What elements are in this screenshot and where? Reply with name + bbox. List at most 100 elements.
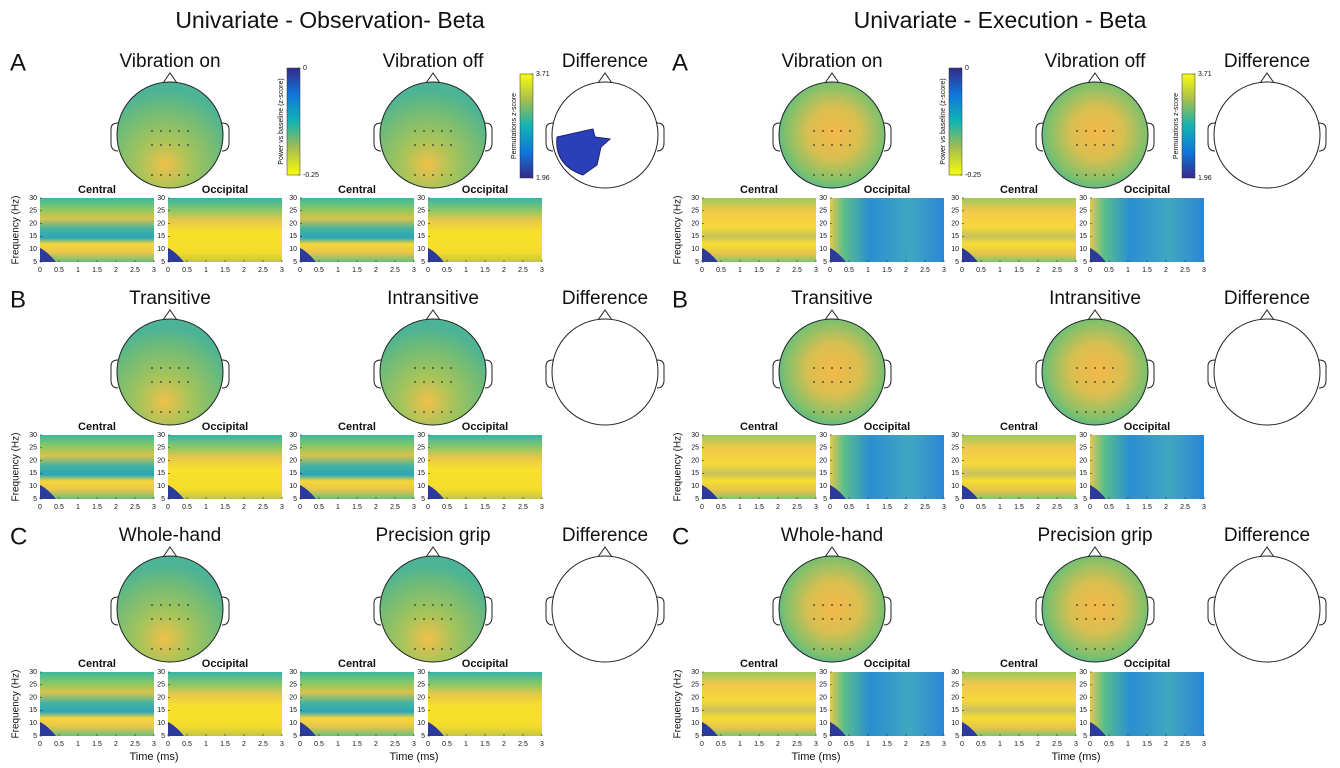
x-tick-label: 0.5 bbox=[314, 504, 324, 511]
electrode bbox=[813, 144, 815, 146]
electrode bbox=[849, 367, 851, 369]
panel-title: Univariate - Observation- Beta bbox=[175, 7, 485, 33]
condition-title: Intransitive bbox=[387, 288, 479, 309]
x-tick-label: 2 bbox=[114, 504, 118, 511]
electrode bbox=[169, 604, 171, 606]
scalp bbox=[117, 82, 223, 188]
y-tick-label: 10 bbox=[29, 483, 37, 490]
y-tick-label: 25 bbox=[417, 445, 425, 452]
head-map bbox=[546, 547, 664, 662]
electrode bbox=[432, 648, 434, 650]
x-tick-label: 2.5 bbox=[390, 741, 400, 748]
row-letter: B bbox=[672, 286, 688, 313]
x-tick-label: 0.5 bbox=[716, 504, 726, 511]
x-tick-label: 1 bbox=[998, 267, 1002, 274]
head-map bbox=[1036, 310, 1154, 425]
electrode bbox=[1085, 130, 1087, 132]
x-tick-label: 1.5 bbox=[220, 741, 230, 748]
y-tick-label: 30 bbox=[289, 432, 297, 439]
y-tick-label: 20 bbox=[29, 220, 37, 227]
x-tick-label: 0.5 bbox=[54, 504, 64, 511]
time-frequency-map bbox=[1090, 435, 1204, 499]
x-tick-label: 2 bbox=[374, 741, 378, 748]
electrode bbox=[151, 381, 153, 383]
x-tick-label: 1 bbox=[464, 267, 468, 274]
x-tick-label: 0.5 bbox=[844, 504, 854, 511]
electrode bbox=[1085, 367, 1087, 369]
y-tick-label: 30 bbox=[29, 432, 37, 439]
x-tick-label: 0.5 bbox=[1104, 267, 1114, 274]
electrode bbox=[423, 174, 425, 176]
condition-title: Vibration on bbox=[119, 51, 220, 72]
region-label: Occipital bbox=[1124, 658, 1170, 670]
x-tick-label: 1 bbox=[1126, 504, 1130, 511]
y-tick-label: 15 bbox=[691, 470, 699, 477]
row-letter: A bbox=[10, 49, 26, 76]
electrode bbox=[849, 648, 851, 650]
electrode bbox=[178, 144, 180, 146]
x-tick-label: 3 bbox=[412, 504, 416, 511]
x-tick-label: 2.5 bbox=[1052, 504, 1062, 511]
x-tick-label: 2 bbox=[904, 267, 908, 274]
electrode bbox=[151, 604, 153, 606]
x-tick-label: 3 bbox=[814, 267, 818, 274]
electrode bbox=[414, 174, 416, 176]
electrode bbox=[813, 174, 815, 176]
x-tick-label: 1.5 bbox=[92, 267, 102, 274]
head-map bbox=[773, 310, 891, 425]
region-label: Central bbox=[740, 421, 778, 433]
x-tick-label: 1.5 bbox=[1142, 267, 1152, 274]
electrode bbox=[1103, 144, 1105, 146]
time-frequency-map bbox=[702, 672, 816, 736]
electrode bbox=[178, 604, 180, 606]
y-tick-label: 30 bbox=[691, 432, 699, 439]
y-tick-label: 30 bbox=[819, 669, 827, 676]
y-tick-label: 25 bbox=[819, 445, 827, 452]
electrode bbox=[813, 604, 815, 606]
electrode bbox=[849, 144, 851, 146]
x-tick-label: 2.5 bbox=[1052, 741, 1062, 748]
region-label: Occipital bbox=[202, 184, 248, 196]
x-axis-label: Time (ms) bbox=[791, 751, 840, 763]
condition-title: Whole-hand bbox=[781, 525, 883, 546]
time-frequency-map bbox=[1090, 672, 1204, 736]
y-tick-label: 20 bbox=[289, 694, 297, 701]
electrode bbox=[849, 618, 851, 620]
time-frequency-map bbox=[428, 198, 542, 262]
colorbar-tick-label: 1.96 bbox=[1198, 175, 1212, 182]
y-tick-label: 5 bbox=[33, 496, 37, 503]
y-tick-label: 25 bbox=[691, 445, 699, 452]
electrode bbox=[423, 604, 425, 606]
x-tick-label: 1.5 bbox=[220, 267, 230, 274]
colorbar-tick-label: -0.25 bbox=[965, 172, 981, 179]
electrode bbox=[1103, 411, 1105, 413]
scalp bbox=[380, 319, 486, 425]
electrode bbox=[160, 618, 162, 620]
x-tick-label: 1 bbox=[336, 267, 340, 274]
electrode bbox=[1085, 604, 1087, 606]
x-tick-label: 1.5 bbox=[882, 267, 892, 274]
x-tick-label: 1.5 bbox=[1142, 504, 1152, 511]
electrode bbox=[187, 381, 189, 383]
electrode bbox=[414, 144, 416, 146]
head-map bbox=[111, 73, 229, 188]
y-tick-label: 10 bbox=[417, 246, 425, 253]
x-tick-label: 2.5 bbox=[920, 741, 930, 748]
time-frequency-map bbox=[830, 198, 944, 262]
x-tick-label: 0.5 bbox=[314, 267, 324, 274]
electrode bbox=[441, 367, 443, 369]
colorbar-tick-label: -0.25 bbox=[303, 172, 319, 179]
condition-title: Transitive bbox=[129, 288, 211, 309]
time-frequency-map bbox=[702, 435, 816, 499]
x-tick-label: 1.5 bbox=[92, 504, 102, 511]
electrode bbox=[1094, 144, 1096, 146]
head-map bbox=[374, 547, 492, 662]
x-tick-label: 2 bbox=[776, 741, 780, 748]
y-axis-label: Frequency (Hz) bbox=[673, 433, 684, 502]
electrode bbox=[849, 174, 851, 176]
y-tick-label: 30 bbox=[1079, 669, 1087, 676]
y-tick-label: 15 bbox=[157, 233, 165, 240]
x-tick-label: 1 bbox=[998, 741, 1002, 748]
y-tick-label: 5 bbox=[33, 733, 37, 740]
x-tick-label: 1 bbox=[1126, 741, 1130, 748]
